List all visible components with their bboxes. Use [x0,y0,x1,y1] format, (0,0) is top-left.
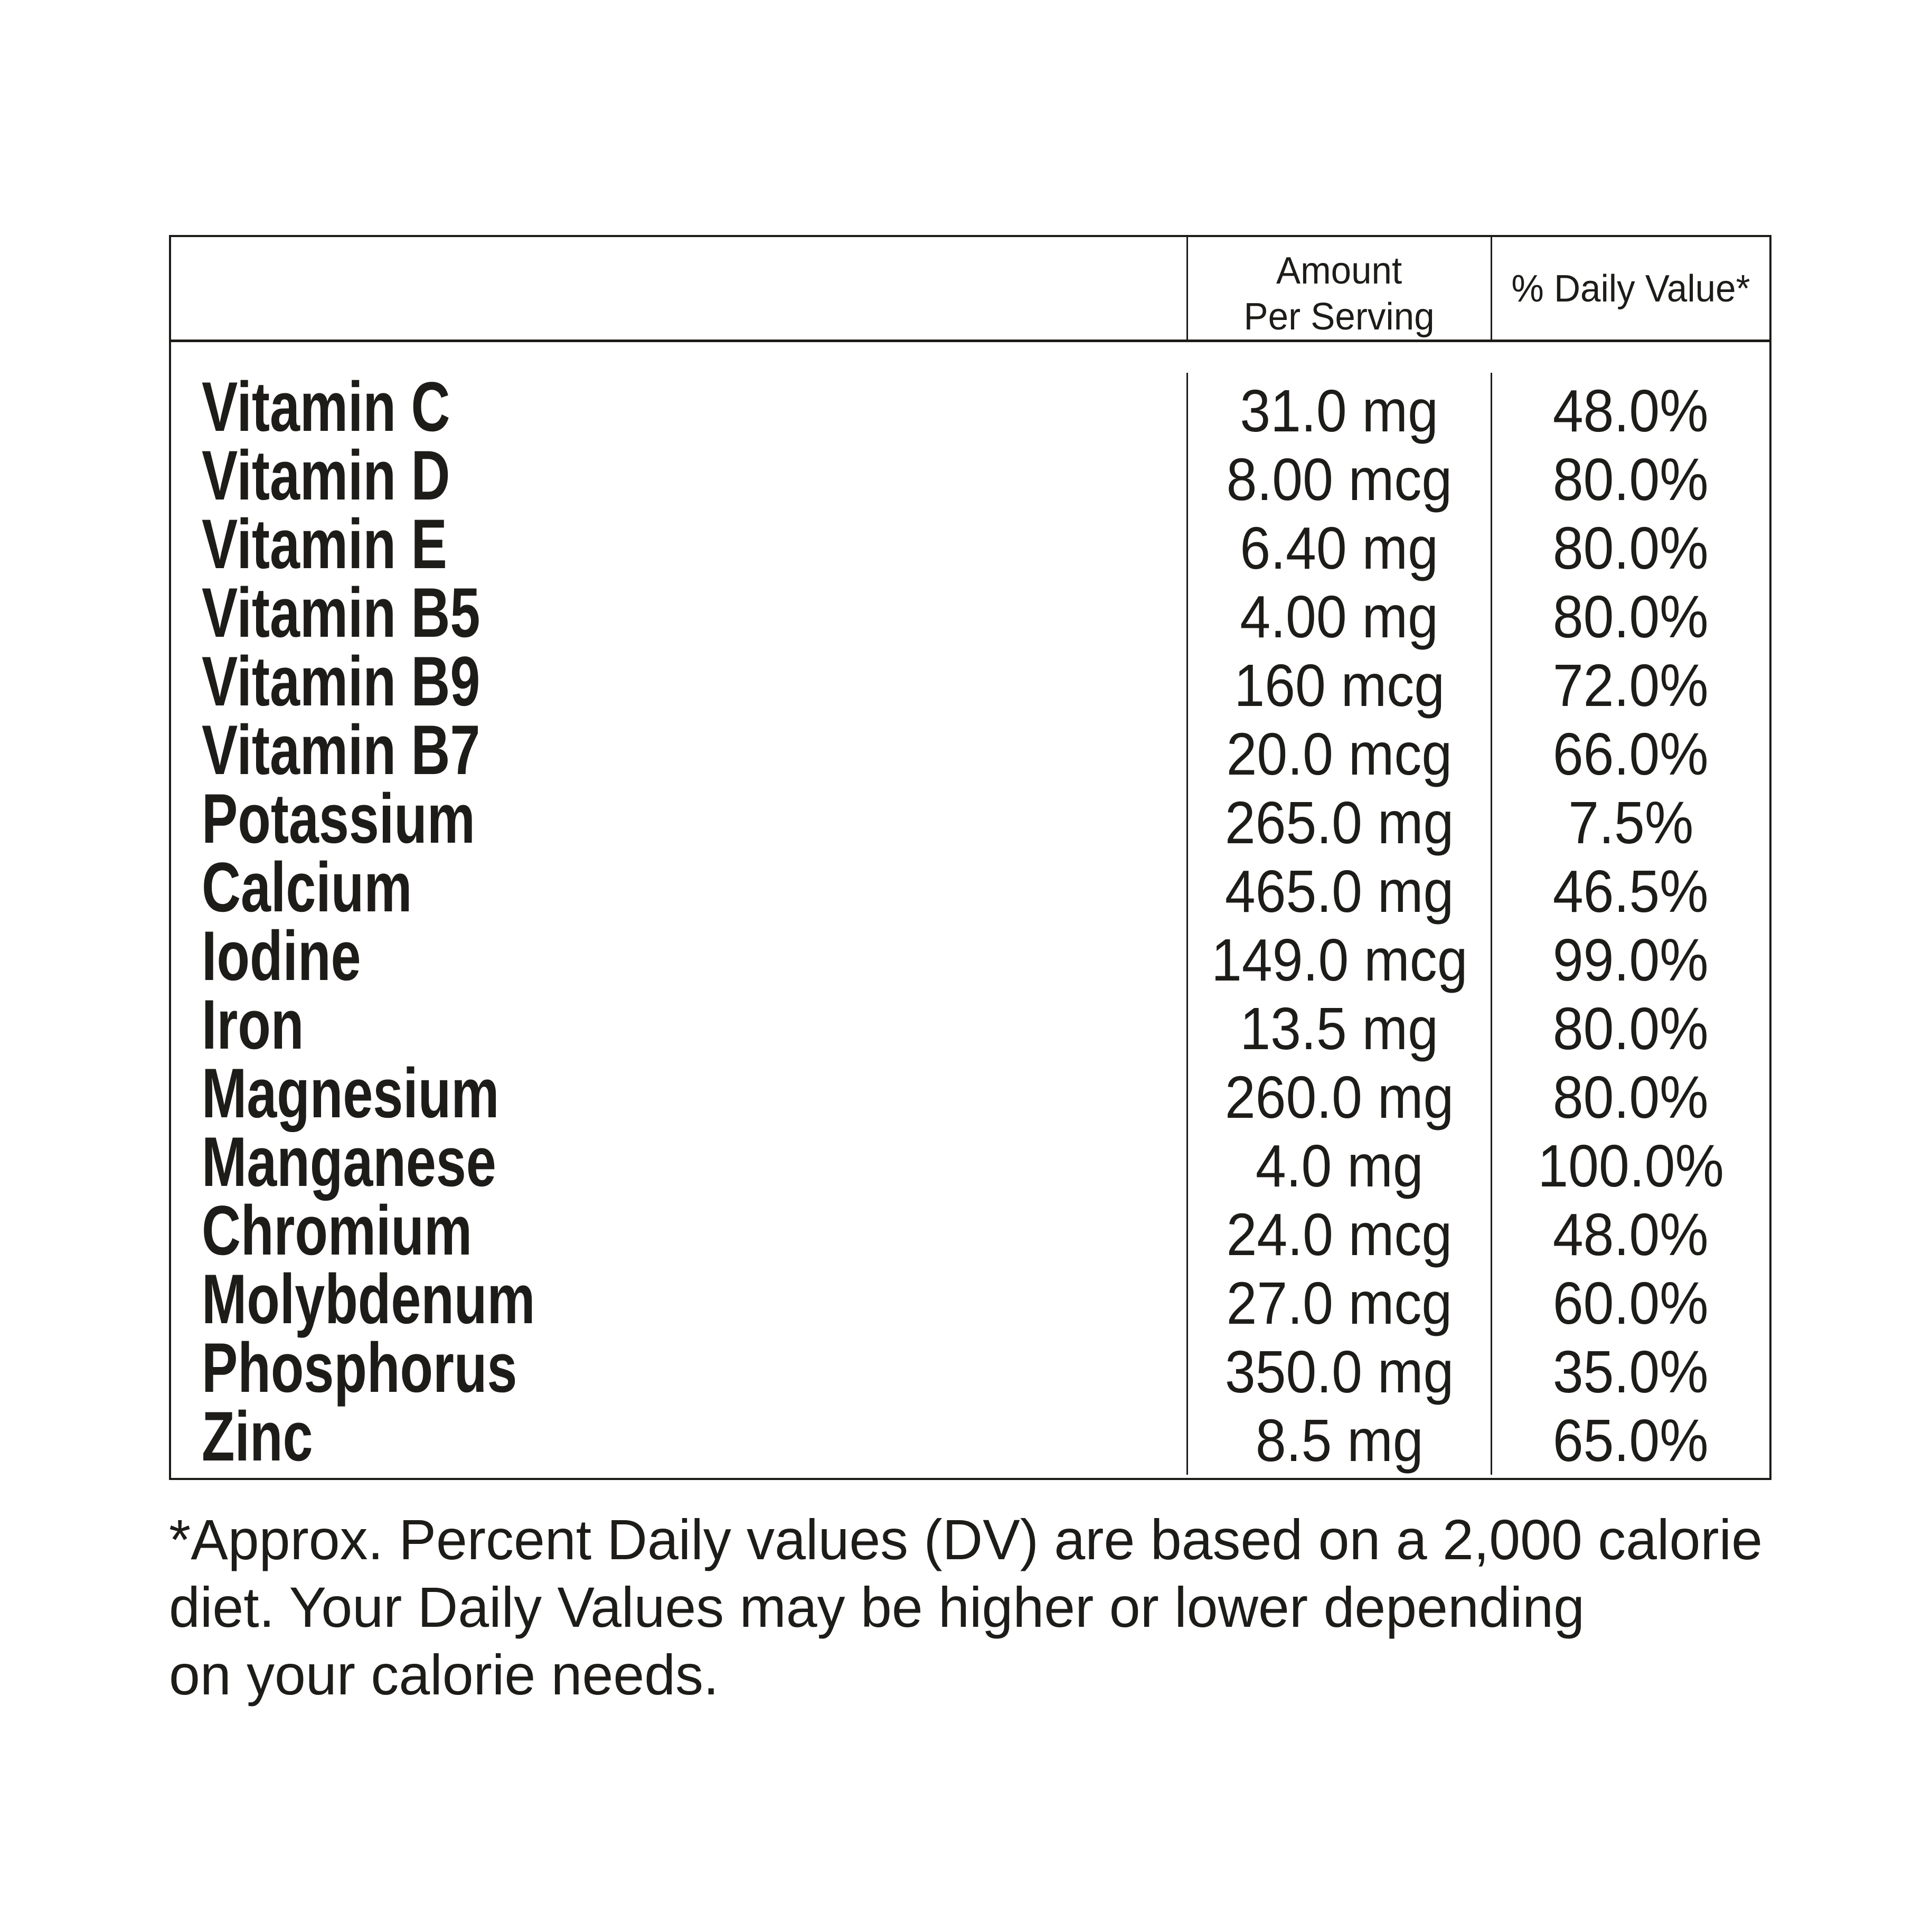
footnote-line-1: *Approx. Percent Daily values (DV) are b… [169,1507,1763,1571]
amount-value: 13.5 mg [1186,991,1491,1063]
nutrient-name: Magnesium [202,1054,500,1133]
table-row: Chromium 24.0 mcg 48.0% [171,1196,1769,1269]
header-amount-per-serving: Amount Per Serving [1186,237,1491,340]
nutrient-name: Iodine [202,917,361,995]
daily-value: 35.0% [1491,1334,1769,1406]
nutrient-name: Calcium [202,849,412,927]
footnote-line-2: diet. Your Daily Values may be higher or… [169,1575,1585,1639]
daily-value: 46.5% [1491,853,1769,926]
table-row: Vitamin B9 160 mcg 72.0% [171,647,1769,720]
header-amount-line1: Amount [1276,250,1402,292]
daily-value: 80.0% [1491,510,1769,582]
header-empty-cell [171,237,1186,340]
nutrient-name: Iron [202,986,304,1064]
daily-value: 72.0% [1491,647,1769,720]
nutrient-name: Vitamin B9 [202,643,480,721]
amount-value: 8.5 mg [1186,1402,1491,1475]
daily-value: 80.0% [1491,991,1769,1063]
table-row: Vitamin B5 4.00 mg 80.0% [171,578,1769,651]
table-row: Calcium 465.0 mg 46.5% [171,853,1769,926]
nutrient-name: Potassium [202,780,475,858]
daily-value: 99.0% [1491,922,1769,994]
table-row: Manganese 4.0 mg 100.0% [171,1127,1769,1200]
footnote: *Approx. Percent Daily values (DV) are b… [169,1506,1795,1709]
footnote-line-3: on your calorie needs. [169,1643,719,1707]
nutrient-name: Molybdenum [202,1260,535,1339]
table-row: Iodine 149.0 mcg 99.0% [171,917,1769,995]
table-row: Molybdenum 27.0 mcg 60.0% [171,1260,1769,1339]
nutrient-name: Vitamin E [202,505,447,583]
table-row: Vitamin C 31.0 mg 48.0% [171,372,1769,445]
amount-value: 4.0 mg [1186,1128,1491,1200]
amount-value: 350.0 mg [1186,1334,1491,1406]
table-header-row: Amount Per Serving % Daily Value* [171,237,1769,342]
table-row: Magnesium 260.0 mg 80.0% [171,1059,1769,1132]
amount-value: 20.0 mcg [1186,716,1491,788]
table-row: Potassium 265.0 mg 7.5% [171,784,1769,857]
daily-value: 80.0% [1491,1059,1769,1132]
table-body: Vitamin C 31.0 mg 48.0% Vitamin D 8.00 m… [171,342,1769,1475]
nutrient-name: Manganese [202,1123,496,1201]
table-row: Vitamin E 6.40 mg 80.0% [171,505,1769,583]
nutrient-name: Chromium [202,1192,473,1270]
amount-value: 265.0 mg [1186,785,1491,857]
amount-value: 31.0 mg [1186,373,1491,445]
amount-value: 149.0 mcg [1186,922,1491,994]
supplement-facts-table: Amount Per Serving % Daily Value* Vitami… [169,235,1771,1480]
daily-value: 100.0% [1491,1128,1769,1200]
amount-value: 8.00 mcg [1186,441,1491,514]
nutrient-name: Phosphorus [202,1329,517,1407]
table-row: Vitamin B7 20.0 mcg 66.0% [171,711,1769,789]
table-row: Zinc 8.5 mg 65.0% [171,1402,1769,1475]
amount-value: 27.0 mcg [1186,1265,1491,1337]
nutrient-name: Vitamin B5 [202,574,480,652]
amount-value: 6.40 mg [1186,510,1491,582]
daily-value: 66.0% [1491,716,1769,788]
header-daily-value: % Daily Value* [1491,237,1769,340]
amount-value: 4.00 mg [1186,579,1491,651]
amount-value: 260.0 mg [1186,1059,1491,1132]
daily-value: 7.5% [1491,785,1769,857]
header-daily-value-label: % Daily Value* [1511,268,1750,310]
nutrient-name: Vitamin B7 [202,711,480,789]
daily-value: 65.0% [1491,1402,1769,1475]
nutrient-name: Vitamin C [202,368,450,446]
amount-value: 24.0 mcg [1186,1196,1491,1269]
header-amount-line2: Per Serving [1243,296,1435,338]
nutrient-name: Zinc [202,1398,313,1476]
daily-value: 80.0% [1491,579,1769,651]
amount-value: 465.0 mg [1186,853,1491,926]
table-row: Vitamin D 8.00 mcg 80.0% [171,441,1769,514]
daily-value: 60.0% [1491,1265,1769,1337]
table-row: Iron 13.5 mg 80.0% [171,990,1769,1063]
nutrient-name: Vitamin D [202,437,450,515]
daily-value: 48.0% [1491,1196,1769,1269]
daily-value: 48.0% [1491,373,1769,445]
amount-value: 160 mcg [1186,647,1491,720]
table-row: Phosphorus 350.0 mg 35.0% [171,1333,1769,1406]
daily-value: 80.0% [1491,441,1769,514]
